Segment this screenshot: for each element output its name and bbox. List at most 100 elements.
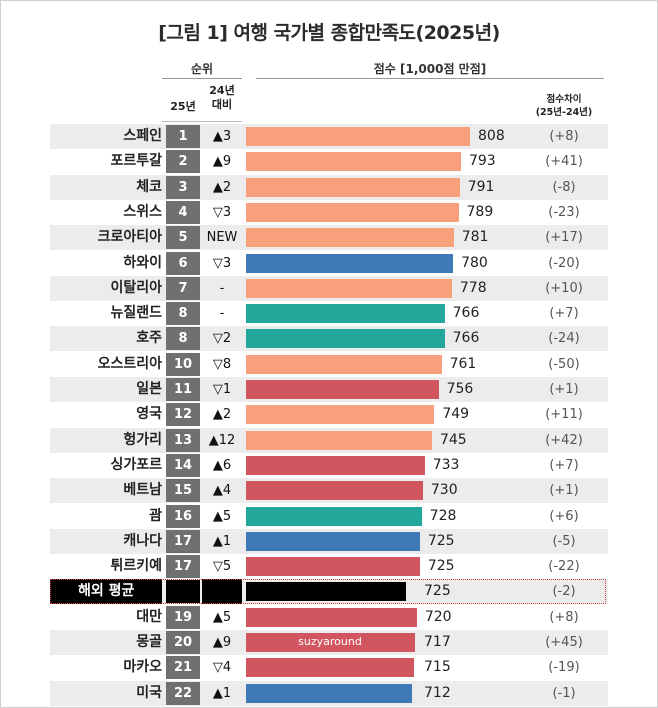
score-bar bbox=[246, 202, 459, 222]
rank-change: ▲6 bbox=[212, 457, 232, 473]
score-bar bbox=[246, 152, 461, 172]
rank-change: ▽2 bbox=[212, 331, 232, 347]
score-label: 781 bbox=[461, 229, 489, 246]
score-label: 730 bbox=[430, 482, 458, 499]
diff-header-line1: 점수차이 bbox=[546, 94, 582, 105]
score-diff: (+7) bbox=[549, 457, 579, 473]
score-bar bbox=[246, 683, 412, 703]
rank-change: ▽1 bbox=[212, 382, 232, 397]
rank-change: - bbox=[219, 306, 225, 322]
rank-2025: 6 bbox=[166, 251, 200, 275]
score-label: 780 bbox=[461, 254, 488, 271]
rank-change: - bbox=[219, 280, 225, 296]
score-label: 766 bbox=[452, 330, 480, 347]
rank-change: ▲5 bbox=[212, 508, 232, 524]
country-name: 체코 bbox=[136, 178, 162, 195]
score-label: 756 bbox=[446, 381, 474, 397]
average-row: 해외 평균 725 (-2) bbox=[50, 579, 608, 605]
rank-2025 bbox=[166, 580, 200, 604]
score-bar bbox=[246, 380, 439, 399]
country-name: 해외 평균 bbox=[50, 579, 162, 605]
score-diff: (+10) bbox=[545, 280, 583, 296]
rank-2025: 2 bbox=[166, 150, 200, 174]
rank-2025: 19 bbox=[166, 605, 200, 629]
country-name: 몽골 bbox=[136, 634, 162, 650]
rank-change: ▲1 bbox=[212, 533, 232, 549]
score-bar bbox=[246, 405, 435, 425]
rank-change: ▲12 bbox=[208, 432, 236, 448]
rank-2025: 5 bbox=[166, 226, 200, 250]
rank-change: ▽4 bbox=[212, 660, 232, 676]
country-name: 튀르키예 bbox=[110, 558, 162, 575]
score-diff: (-22) bbox=[548, 559, 580, 575]
score-diff: (-8) bbox=[552, 179, 576, 195]
score-label: 778 bbox=[459, 279, 487, 296]
country-name: 오스트리아 bbox=[97, 355, 162, 372]
diff-header-line2: (25년-24년) bbox=[535, 107, 593, 118]
score-bar bbox=[246, 582, 406, 602]
rank-2025: 7 bbox=[166, 276, 200, 300]
country-name: 대만 bbox=[136, 608, 162, 625]
rank-2025: 8 bbox=[166, 302, 200, 326]
rank-24-header-line1: 24년 bbox=[209, 84, 235, 97]
score-diff: (+1) bbox=[549, 382, 579, 397]
table-row: 포르투갈 2 ▲9 793 (+41) bbox=[50, 149, 608, 174]
country-name: 미국 bbox=[136, 684, 162, 701]
score-bar bbox=[246, 304, 445, 324]
table-row: 크로아티아 5 NEW 781 (+17) bbox=[50, 225, 608, 251]
rank-2025: 15 bbox=[166, 479, 200, 503]
country-name: 괌 bbox=[149, 507, 162, 524]
rank-24-header: 24년 대비 bbox=[202, 84, 242, 112]
table-row: 오스트리아 10 ▽8 761 (-50) bbox=[50, 352, 608, 377]
score-diff: (+8) bbox=[549, 129, 579, 144]
score-bar bbox=[246, 633, 416, 652]
rank-2025: 10 bbox=[166, 352, 200, 376]
table-row: 괌 16 ▲5 728 (+6) bbox=[50, 504, 608, 529]
score-diff: (-24) bbox=[548, 331, 580, 347]
rank-change: ▽3 bbox=[212, 204, 232, 220]
country-name: 일본 bbox=[136, 381, 162, 397]
score-label: 761 bbox=[449, 355, 477, 372]
country-name: 스페인 bbox=[123, 128, 162, 144]
score-label: 712 bbox=[424, 684, 451, 701]
rank-change: ▲2 bbox=[212, 407, 232, 423]
score-bar bbox=[246, 430, 432, 450]
rank-2025: 8 bbox=[166, 327, 200, 351]
score-diff: (+17) bbox=[545, 230, 583, 246]
score-diff: (-50) bbox=[548, 356, 580, 372]
score-bar bbox=[246, 278, 452, 298]
score-diff: (-19) bbox=[548, 660, 580, 676]
score-bar bbox=[246, 607, 417, 627]
rank-change: ▲9 bbox=[212, 154, 232, 170]
table-row: 몽골 20 ▲9 717 (+45) bbox=[50, 630, 608, 655]
table-row: 스위스 4 ▽3 789 (-23) bbox=[50, 200, 608, 225]
rank-change: ▲4 bbox=[212, 483, 232, 499]
diff-header: 점수차이 (25년-24년) bbox=[524, 93, 604, 119]
score-diff: (+42) bbox=[545, 432, 583, 448]
score-label: 766 bbox=[452, 305, 480, 322]
watermark-text: suzyaround bbox=[298, 635, 362, 648]
score-diff: (-23) bbox=[548, 204, 580, 220]
rank-change: ▽8 bbox=[212, 356, 232, 372]
table-row: 하와이 6 ▽3 780 (-20) bbox=[50, 251, 608, 276]
rank-25-header: 25년 bbox=[170, 100, 196, 113]
table-row: 싱가포르 14 ▲6 733 (+7) bbox=[50, 453, 608, 478]
score-header-rule bbox=[256, 78, 604, 79]
rank-change: ▽5 bbox=[212, 559, 232, 575]
table-row: 대만 19 ▲5 720 (+8) bbox=[50, 605, 608, 630]
score-group-header: 점수 [1,000점 만점] bbox=[373, 62, 487, 76]
rank-2025: 22 bbox=[166, 681, 200, 705]
table-row: 미국 22 ▲1 712 (-1) bbox=[50, 680, 608, 706]
rank-change: NEW bbox=[206, 230, 238, 246]
table-row: 이탈리아 7 - 778 (+10) bbox=[50, 275, 608, 301]
rank-change: ▲3 bbox=[212, 129, 232, 144]
score-diff: (+1) bbox=[549, 483, 579, 499]
country-name: 포르투갈 bbox=[110, 153, 162, 170]
country-name: 베트남 bbox=[123, 482, 162, 499]
country-name: 마카오 bbox=[123, 659, 162, 676]
country-name: 싱가포르 bbox=[110, 456, 162, 473]
table-row: 스페인 1 ▲3 808 (+8) bbox=[50, 124, 608, 149]
score-bar bbox=[246, 455, 425, 475]
rank-2025: 3 bbox=[166, 175, 200, 199]
rank-2025: 13 bbox=[166, 428, 200, 452]
